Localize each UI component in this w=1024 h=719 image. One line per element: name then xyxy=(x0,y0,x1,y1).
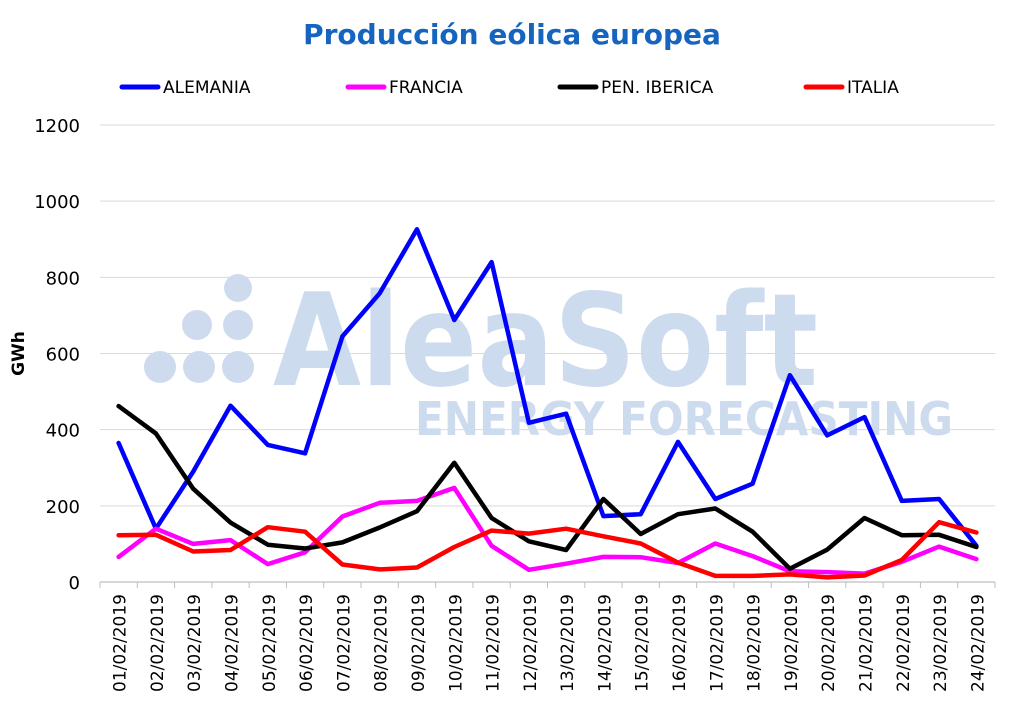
x-tick-label: 12/02/2019 xyxy=(521,594,541,692)
x-tick-label: 22/02/2019 xyxy=(894,594,914,692)
y-axis-label: GWh xyxy=(9,331,29,376)
x-tick-label: 09/02/2019 xyxy=(409,594,429,692)
watermark-dot xyxy=(144,351,176,383)
legend-label-alemania: ALEMANIA xyxy=(163,78,251,98)
watermark-dot xyxy=(183,351,215,383)
x-tick-label: 24/02/2019 xyxy=(968,594,988,692)
chart-title: Producción eólica europea xyxy=(303,18,721,51)
y-tick-label: 200 xyxy=(46,497,80,518)
x-tick-label: 01/02/2019 xyxy=(111,594,131,692)
x-tick-label: 13/02/2019 xyxy=(558,594,578,692)
series xyxy=(116,227,979,580)
y-tick-label: 800 xyxy=(46,268,80,289)
x-tick-label: 04/02/2019 xyxy=(223,594,243,692)
series-line-pen-iberica xyxy=(116,403,979,571)
x-tick-label: 18/02/2019 xyxy=(745,594,765,692)
grid xyxy=(100,124,995,507)
x-tick-label: 05/02/2019 xyxy=(260,594,280,692)
x-tick-label: 10/02/2019 xyxy=(446,594,466,692)
x-tick-label: 08/02/2019 xyxy=(372,594,392,692)
x-tick-label: 19/02/2019 xyxy=(782,594,802,692)
watermark-dot xyxy=(224,274,252,302)
x-tick-label: 16/02/2019 xyxy=(670,594,690,692)
watermark-dot xyxy=(223,310,253,340)
x-tick-label: 20/02/2019 xyxy=(819,594,839,692)
legend: ALEMANIA FRANCIA PEN. IBERICA ITALIA xyxy=(119,78,899,98)
y-tick-label: 0 xyxy=(69,573,80,594)
x-tick-label: 06/02/2019 xyxy=(297,594,317,692)
legend-label-pen-iberica: PEN. IBERICA xyxy=(601,78,714,98)
axes: 0 200 400 600 800 1000 1200 01/02/2019 02/02/201… xyxy=(9,116,996,692)
watermark-dot xyxy=(182,310,212,340)
series-line-francia xyxy=(116,485,979,576)
watermark-brand: AleaSoft xyxy=(273,267,818,416)
series-line-italia xyxy=(116,519,979,580)
y-tick-label: 1000 xyxy=(34,192,80,213)
y-tick-label: 600 xyxy=(46,345,80,366)
watermark-dot xyxy=(222,351,254,383)
x-tick-label: 03/02/2019 xyxy=(185,594,205,692)
y-tick-label: 1200 xyxy=(34,116,80,137)
x-tick-label: 21/02/2019 xyxy=(856,594,876,692)
x-tick-label: 23/02/2019 xyxy=(931,594,951,692)
x-tick-label: 14/02/2019 xyxy=(595,594,615,692)
x-tick-label: 02/02/2019 xyxy=(148,594,168,692)
x-tick-label: 17/02/2019 xyxy=(707,594,727,692)
legend-label-francia: FRANCIA xyxy=(389,78,463,98)
series-line-alemania xyxy=(116,227,979,549)
x-tick-label: 15/02/2019 xyxy=(633,594,653,692)
legend-label-italia: ITALIA xyxy=(847,78,899,98)
x-tick-label: 07/02/2019 xyxy=(334,594,354,692)
y-tick-label: 400 xyxy=(46,421,80,442)
x-tick-label: 11/02/2019 xyxy=(484,594,504,692)
